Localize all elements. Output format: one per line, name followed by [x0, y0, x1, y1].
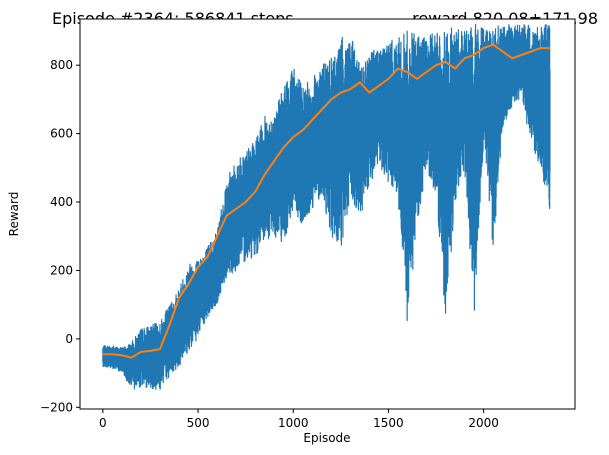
raw-reward-line	[102, 23, 551, 390]
y-axis-label: Reward	[7, 192, 21, 237]
x-axis-label: Episode	[303, 431, 350, 445]
y-axis-ticks: −200 0 200 400 600 800	[40, 58, 80, 414]
y-tick-label: 0	[65, 332, 73, 346]
x-axis-ticks: 0 500 1000 1500 2000	[99, 409, 499, 430]
x-tick-label: 0	[99, 416, 107, 430]
y-tick-label: 400	[50, 195, 73, 209]
y-tick-label: −200	[40, 400, 73, 414]
y-tick-label: 600	[50, 127, 73, 141]
x-tick-label: 500	[187, 416, 210, 430]
y-tick-label: 200	[50, 263, 73, 277]
x-tick-label: 2000	[468, 416, 499, 430]
y-tick-label: 800	[50, 58, 73, 72]
smoothed-series-layer	[102, 43, 551, 359]
smoothed-reward-line	[102, 43, 551, 359]
x-tick-label: 1500	[373, 416, 404, 430]
raw-series-layer	[102, 23, 551, 390]
x-tick-label: 1000	[278, 416, 309, 430]
